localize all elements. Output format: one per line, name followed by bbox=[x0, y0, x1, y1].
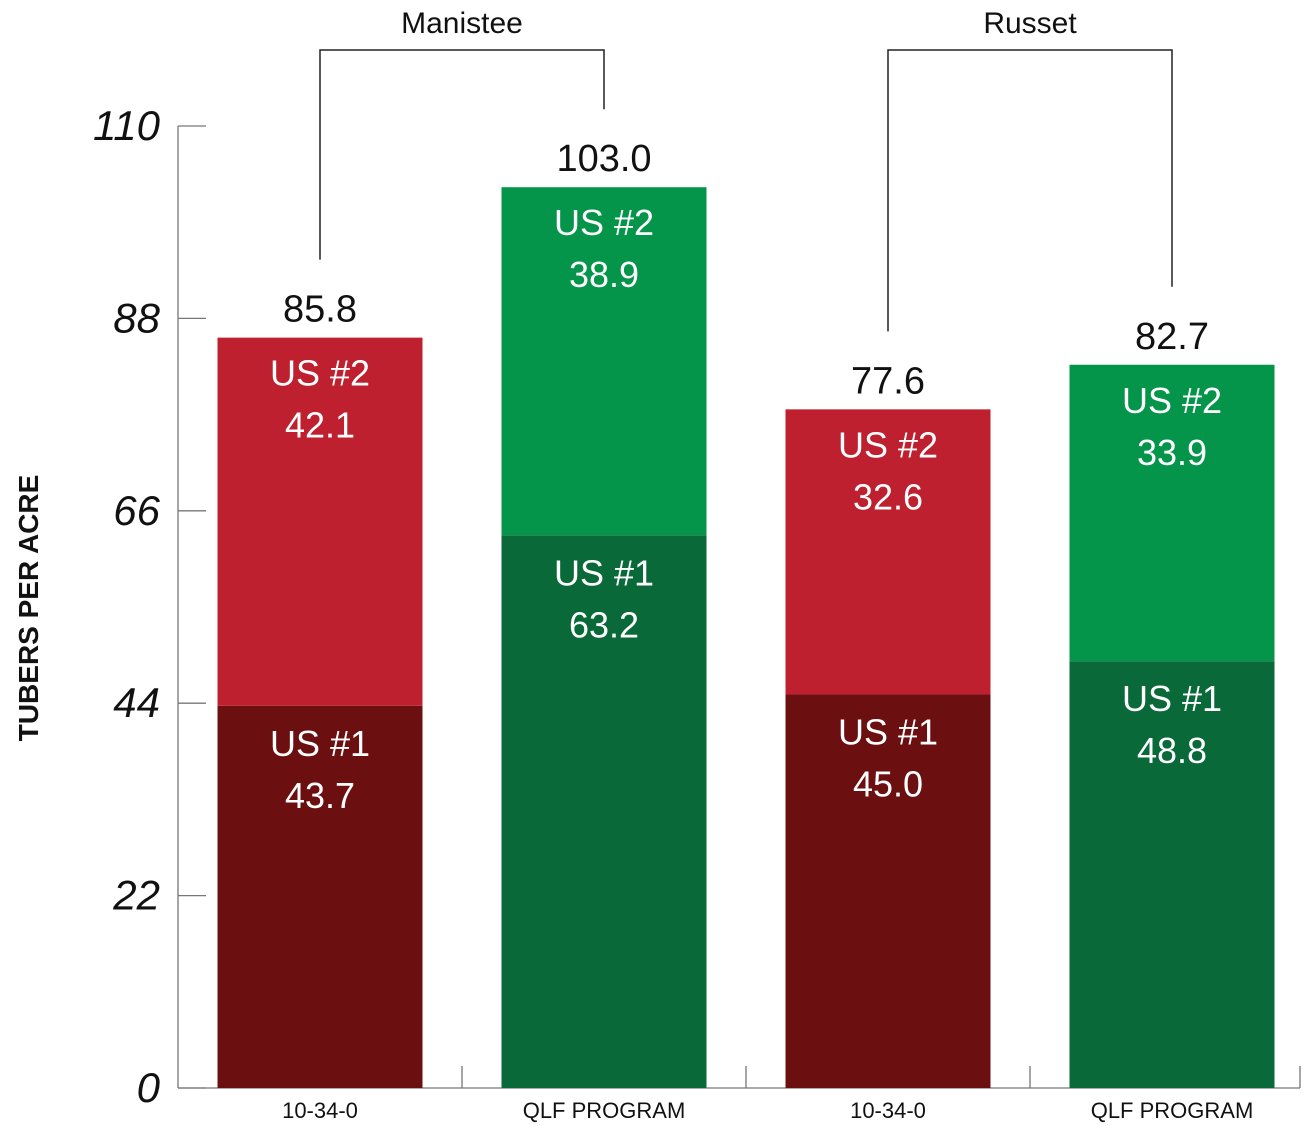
bar-segment-us2 bbox=[501, 187, 707, 536]
group-bracket bbox=[319, 49, 605, 260]
group-label: Russet bbox=[983, 7, 1077, 40]
bar-segment-us2 bbox=[1069, 364, 1275, 662]
y-tick-label: 22 bbox=[112, 872, 160, 919]
segment-series-label: US #2 bbox=[554, 202, 654, 243]
y-tick-label: 44 bbox=[113, 679, 160, 726]
bar-segment-us2 bbox=[785, 409, 991, 695]
y-tick-label: 88 bbox=[113, 294, 160, 341]
bar-segment-us1 bbox=[785, 694, 991, 1088]
segment-series-label: US #2 bbox=[838, 424, 938, 465]
y-axis-label: TUBERS PER ACRE bbox=[13, 475, 44, 742]
bar-segment-us1 bbox=[217, 705, 423, 1088]
y-tick-label: 110 bbox=[93, 102, 161, 149]
bar-total-label: 77.6 bbox=[851, 360, 925, 402]
segment-value-label: 43.7 bbox=[285, 775, 355, 816]
y-tick-label: 0 bbox=[137, 1064, 161, 1111]
segment-value-label: 42.1 bbox=[285, 405, 355, 446]
segment-series-label: US #1 bbox=[554, 552, 654, 593]
bar-total-label: 103.0 bbox=[556, 138, 651, 180]
segment-value-label: 45.0 bbox=[853, 763, 923, 804]
segment-value-label: 33.9 bbox=[1137, 432, 1207, 473]
segment-series-label: US #2 bbox=[1122, 380, 1222, 421]
bar-total-label: 85.8 bbox=[283, 289, 357, 331]
x-tick-label: QLF PROGRAM bbox=[1091, 1098, 1254, 1123]
segment-value-label: 48.8 bbox=[1137, 730, 1207, 771]
group-bracket bbox=[887, 49, 1173, 332]
x-tick-label: 10-34-0 bbox=[850, 1098, 926, 1123]
segment-series-label: US #1 bbox=[838, 711, 938, 752]
bar-segment-us1 bbox=[501, 535, 707, 1088]
bar-segment-us1 bbox=[1069, 661, 1275, 1088]
segment-value-label: 32.6 bbox=[853, 476, 923, 517]
x-tick-label: QLF PROGRAM bbox=[523, 1098, 686, 1123]
x-tick-label: 10-34-0 bbox=[282, 1098, 358, 1123]
y-tick-label: 66 bbox=[113, 487, 160, 534]
segment-series-label: US #1 bbox=[1122, 678, 1222, 719]
bar-segment-us2 bbox=[217, 337, 423, 706]
group-label: Manistee bbox=[401, 7, 523, 40]
segment-series-label: US #1 bbox=[270, 723, 370, 764]
segment-series-label: US #2 bbox=[270, 353, 370, 394]
segment-value-label: 63.2 bbox=[569, 604, 639, 645]
segment-value-label: 38.9 bbox=[569, 254, 639, 295]
bar-total-label: 82.7 bbox=[1135, 316, 1209, 358]
